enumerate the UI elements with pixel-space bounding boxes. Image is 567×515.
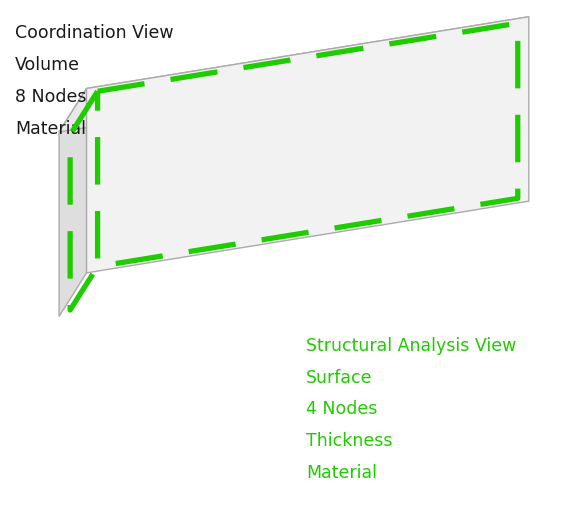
Text: Material: Material [306, 464, 377, 482]
Text: Surface: Surface [306, 369, 373, 387]
Text: Thickness: Thickness [306, 432, 393, 450]
Polygon shape [59, 17, 529, 132]
Text: Structural Analysis View: Structural Analysis View [306, 337, 517, 355]
Polygon shape [87, 17, 529, 273]
Text: 4 Nodes: 4 Nodes [306, 400, 378, 418]
Text: 8 Nodes: 8 Nodes [15, 88, 87, 106]
Polygon shape [59, 89, 87, 316]
Text: Volume: Volume [15, 56, 80, 74]
Text: Material: Material [15, 119, 86, 138]
Text: Coordination View: Coordination View [15, 24, 174, 42]
